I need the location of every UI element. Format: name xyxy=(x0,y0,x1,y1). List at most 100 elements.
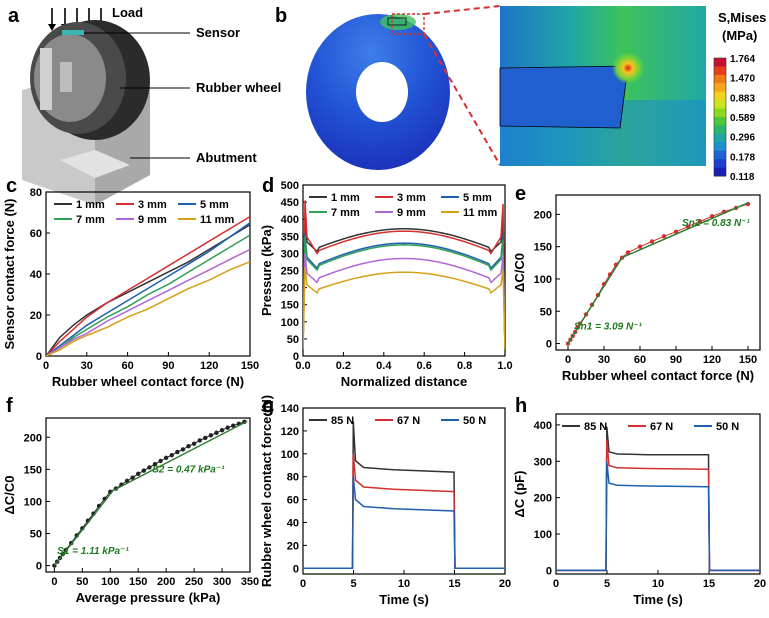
plot-area xyxy=(303,200,505,350)
legend-entry: 1 mm xyxy=(331,192,360,204)
panel-label-b: b xyxy=(275,5,287,27)
y-axis-label: ΔC/C0 xyxy=(512,253,527,292)
legend-entry: 50 N xyxy=(463,415,486,427)
plot-area xyxy=(303,421,505,570)
x-axis-label: Rubber wheel contact force (N) xyxy=(52,374,244,389)
x-axis-label: Rubber wheel contact force (N) xyxy=(562,368,754,383)
x-tick-label: 250 xyxy=(185,576,203,588)
y-tick-label: 60 xyxy=(287,495,299,507)
x-tick-label: 200 xyxy=(157,576,175,588)
x-tick-label: 0.8 xyxy=(457,360,472,372)
colorbar-segment xyxy=(714,142,726,152)
y-tick-label: 60 xyxy=(30,228,42,240)
annotation: Sn1 = 3.09 N⁻¹ xyxy=(574,321,642,332)
plot-frame xyxy=(45,417,251,573)
abutment-label: Abutment xyxy=(196,150,257,165)
chart-g: 0 5 10 15 20 0 20 40 60 80 100 120 140 Time (s) Rubber… xyxy=(259,395,511,607)
y-tick-label: 0 xyxy=(36,351,42,363)
sensor-label: Sensor xyxy=(196,25,240,40)
y-tick-label: 150 xyxy=(24,464,42,476)
panel-label-e: e xyxy=(515,183,526,205)
colorbar-segment xyxy=(714,74,726,84)
series-line xyxy=(303,232,505,350)
y-axis-label: Sensor contact force (N) xyxy=(2,199,17,350)
y-tick-label: 0 xyxy=(293,563,299,575)
series-line xyxy=(53,420,248,567)
panel-label-h: h xyxy=(515,395,527,417)
series-line xyxy=(556,426,760,572)
legend-entry: 5 mm xyxy=(463,192,492,204)
y-tick-label: 0 xyxy=(36,561,42,573)
legend-entry: 50 N xyxy=(716,421,739,433)
legend-entry: 7 mm xyxy=(76,214,105,226)
x-tick-label: 10 xyxy=(652,578,664,590)
series-line xyxy=(303,453,505,570)
colorbar-segment xyxy=(714,108,726,118)
chart-d: 0.0 0.2 0.4 0.6 0.8 1.0 0 50 100 150 200 250 300 350 4… xyxy=(259,180,513,389)
plot-area xyxy=(565,201,751,346)
series-line xyxy=(556,461,760,572)
colorbar-value: 0.178 xyxy=(730,152,755,163)
y-tick-label: 50 xyxy=(287,334,299,346)
y-tick-label: 100 xyxy=(534,274,552,286)
chart-f: 0 50 100 150 200 250 300 350 0 50 100 150 200 Average… xyxy=(2,417,259,605)
y-axis-label: ΔC (pF) xyxy=(512,471,527,518)
y-tick-label: 50 xyxy=(30,529,42,541)
plot-frame xyxy=(555,413,761,575)
x-tick-label: 0.0 xyxy=(295,360,310,372)
y-tick-label: 100 xyxy=(534,529,552,541)
x-tick-label: 20 xyxy=(499,578,511,590)
x-tick-label: 0.4 xyxy=(376,360,392,372)
y-tick-label: 200 xyxy=(24,432,42,444)
colorbar-segment xyxy=(714,83,726,93)
colorbar-segment xyxy=(714,91,726,101)
colorbar-value: 1.764 xyxy=(730,54,755,65)
x-tick-label: 150 xyxy=(129,576,147,588)
colorbar-title-1: S,Mises xyxy=(718,10,766,25)
colorbar-segment xyxy=(714,66,726,76)
y-tick-label: 140 xyxy=(281,403,299,415)
x-tick-label: 0 xyxy=(553,578,559,590)
series-line xyxy=(46,215,250,356)
x-tick-label: 20 xyxy=(754,578,766,590)
x-tick-label: 0 xyxy=(300,578,306,590)
x-tick-label: 0 xyxy=(565,354,571,366)
series-line xyxy=(303,236,505,350)
colorbar-value: 0.118 xyxy=(730,172,755,183)
x-tick-label: 15 xyxy=(448,578,460,590)
y-tick-label: 500 xyxy=(281,180,299,192)
chart-c: 0 30 60 90 120 150 0 20 40 60 80 Rubber wheel conta… xyxy=(2,187,259,389)
panel-label-a: a xyxy=(8,5,20,27)
x-tick-label: 300 xyxy=(213,576,231,588)
series-line xyxy=(46,224,250,356)
plot-area xyxy=(46,215,250,356)
x-tick-label: 10 xyxy=(398,578,410,590)
x-tick-label: 50 xyxy=(76,576,88,588)
y-tick-label: 300 xyxy=(281,248,299,260)
legend-entry: 11 mm xyxy=(463,207,497,219)
y-tick-label: 200 xyxy=(534,209,552,221)
series-line xyxy=(567,202,749,344)
x-tick-label: 5 xyxy=(350,578,356,590)
x-tick-label: 15 xyxy=(703,578,715,590)
y-tick-label: 80 xyxy=(287,472,299,484)
series-line xyxy=(46,234,250,356)
data-connector xyxy=(53,421,245,566)
legend-entry: 67 N xyxy=(650,421,673,433)
y-tick-label: 0 xyxy=(546,339,552,351)
y-tick-label: 80 xyxy=(30,187,42,199)
x-tick-label: 5 xyxy=(604,578,610,590)
y-tick-label: 0 xyxy=(546,565,552,577)
legend-entry: 3 mm xyxy=(138,199,167,211)
legend-entry: 5 mm xyxy=(200,199,229,211)
y-tick-label: 50 xyxy=(540,306,552,318)
legend-entry: 1 mm xyxy=(76,199,105,211)
colorbar-segment xyxy=(714,58,726,67)
y-tick-label: 400 xyxy=(281,214,299,226)
sensor-marker xyxy=(62,30,84,35)
schematic-panel: Load Sensor Rubber wheel Abutment xyxy=(22,5,281,205)
plot-area xyxy=(52,419,248,568)
y-tick-label: 350 xyxy=(281,231,299,243)
y-axis-label: ΔC/C0 xyxy=(2,476,17,515)
colorbar-value: 1.470 xyxy=(730,74,755,85)
